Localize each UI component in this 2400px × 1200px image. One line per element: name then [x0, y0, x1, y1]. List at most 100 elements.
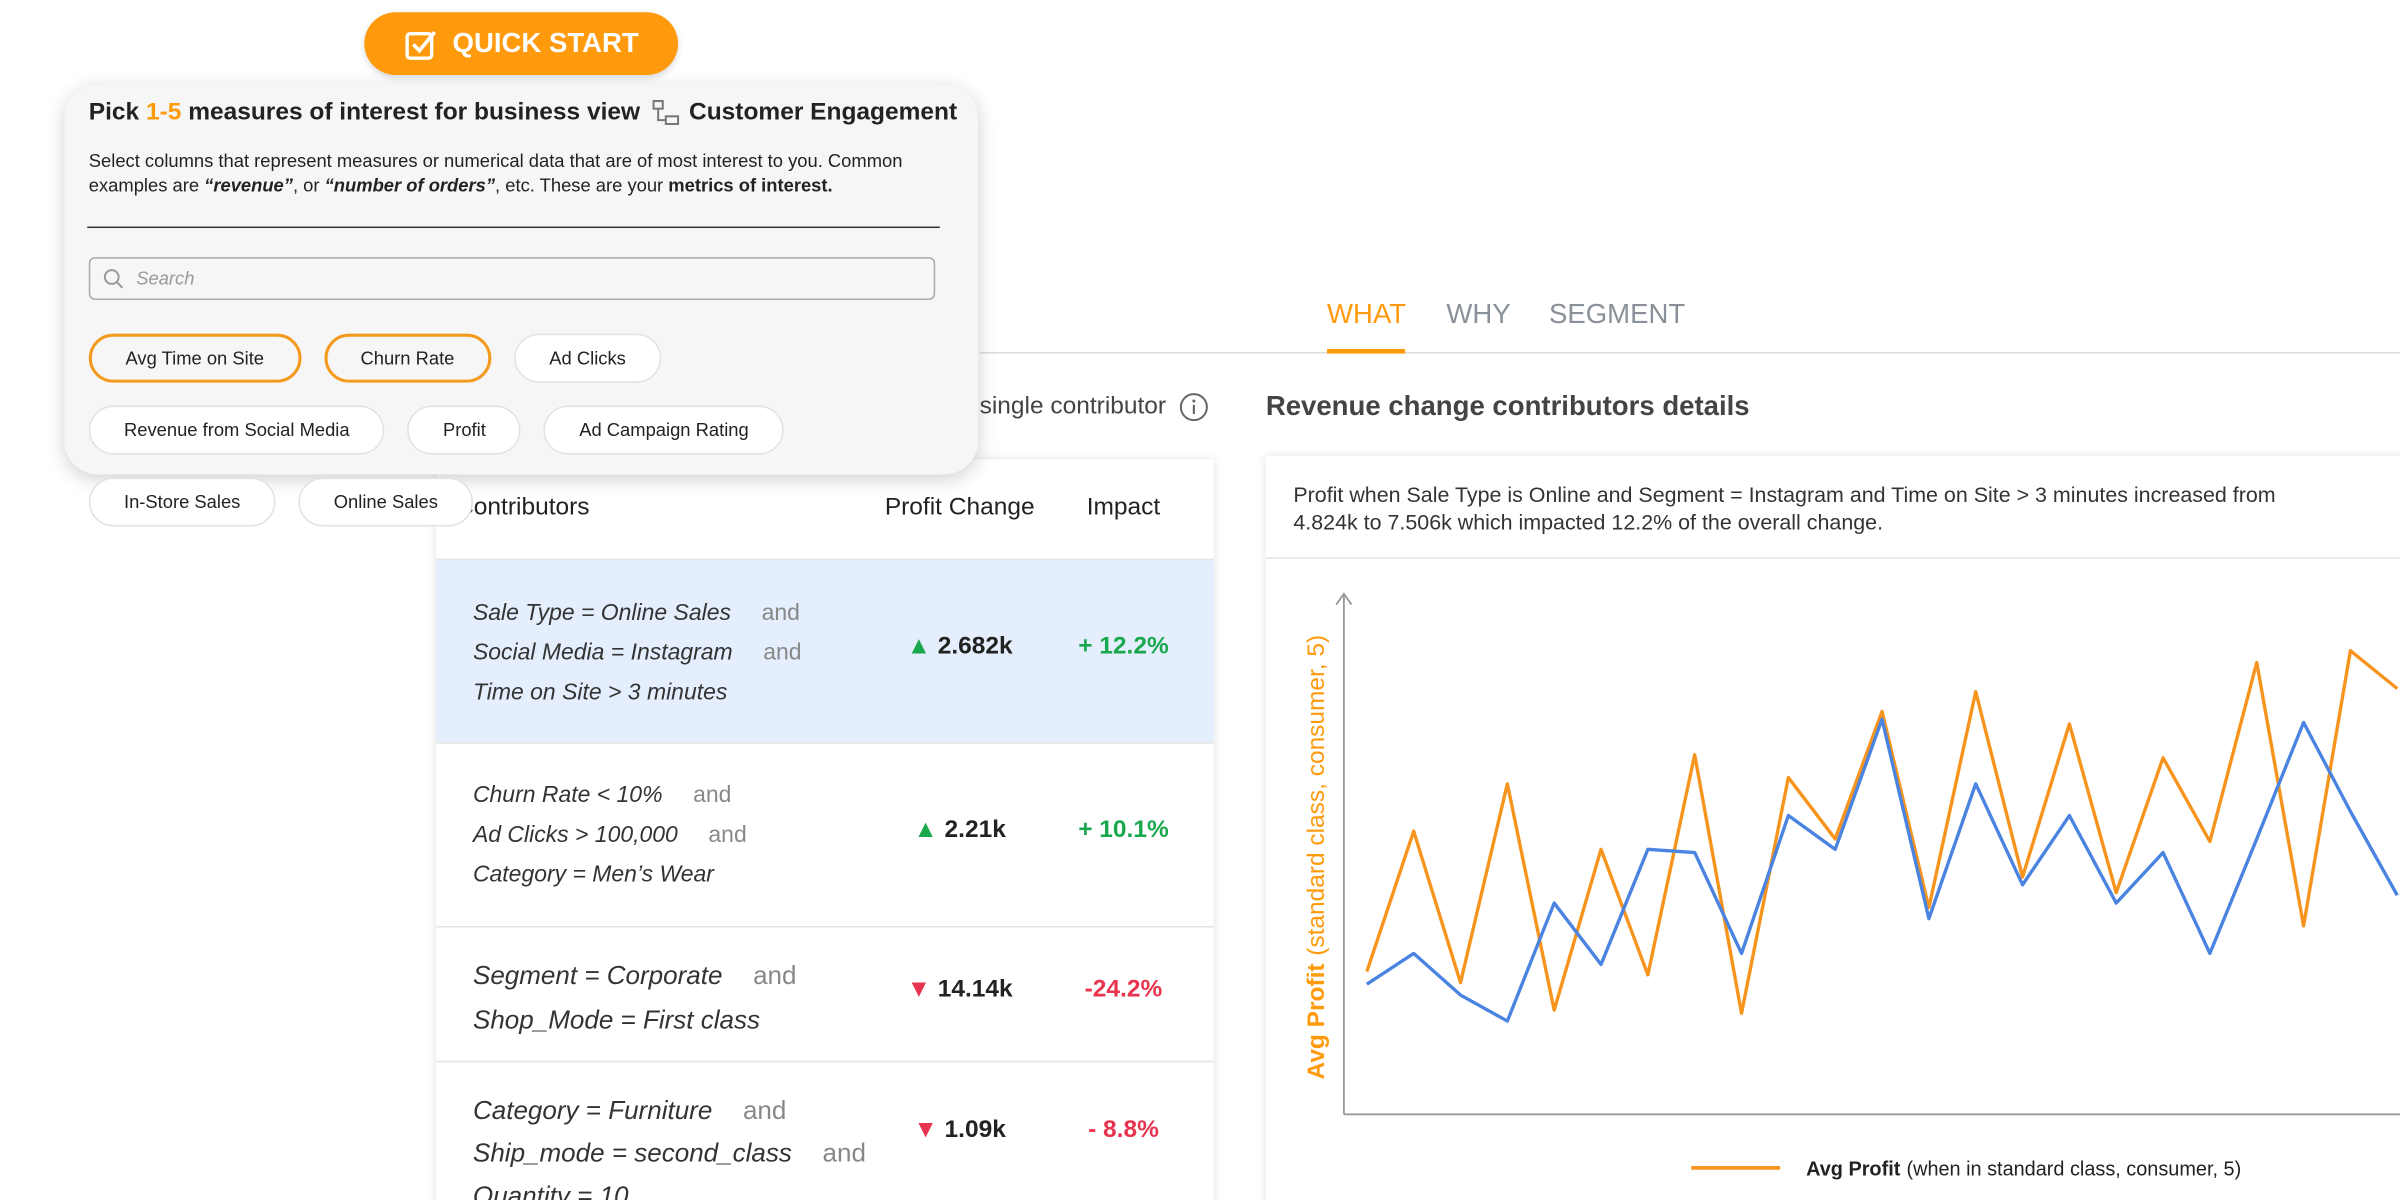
y-label-strong: Avg Profit	[1303, 963, 1330, 1079]
condition: Ad Clicks > 100,000	[472, 821, 678, 848]
condition: Quantity = 10	[472, 1181, 629, 1200]
tab[interactable]: WHY	[1446, 298, 1511, 330]
divider	[87, 226, 940, 229]
measure-chip[interactable]: Churn Rate	[323, 333, 492, 383]
desc-example: “revenue”	[204, 174, 293, 196]
active-tab-underline	[1327, 348, 1406, 354]
contributor-row[interactable]: Category = Furniture and Ship_mode = secon…	[436, 1060, 1214, 1200]
measure-chip[interactable]: Revenue from Social Media	[88, 405, 385, 455]
legend: Avg Profit (when in standard class, consu…	[1691, 1159, 2241, 1181]
condition-line: Social Media = Instagram and	[473, 634, 802, 674]
desc-strong: metrics of interest.	[668, 174, 833, 196]
title-text: Pick	[88, 99, 140, 126]
tab[interactable]: SEGMENT	[1548, 298, 1686, 330]
contributor-row[interactable]: Churn Rate < 10% and Ad Clicks > 100,000 an…	[436, 742, 1214, 927]
quick-start-button[interactable]: QUICK START	[364, 12, 679, 75]
measure-chips: Avg Time on Site Churn Rate Ad Clicks Reven…	[88, 333, 961, 527]
legend-detail: (when in standard class, consumer, 5)	[1906, 1159, 2241, 1181]
change-value: 14.14k	[937, 976, 1013, 1003]
measures-popup: Pick 1-5 measures of interest for busine…	[64, 84, 979, 527]
connector: and	[761, 599, 800, 627]
profit-change: ▲ 2.21k	[860, 817, 1059, 845]
search-placeholder: Search	[136, 267, 195, 290]
condition: Time on Site > 3 minutes	[472, 679, 728, 706]
measure-chip[interactable]: Profit	[407, 405, 522, 455]
conditions: Category = Furniture and Ship_mode = secon…	[473, 1090, 866, 1200]
measure-chip[interactable]: Online Sales	[298, 477, 474, 527]
impact: + 10.1%	[1078, 817, 1169, 844]
contributor-row[interactable]: Sale Type = Online Sales and Social Media …	[436, 558, 1214, 743]
measure-chip[interactable]: In-Store Sales	[88, 477, 276, 527]
profit-change: ▼ 1.09k	[860, 1117, 1059, 1145]
condition: Shop_Mode = First class	[472, 1005, 761, 1035]
contributors-table: Contributors Profit Change Impact Sale T…	[436, 459, 1214, 1200]
business-view: Customer Engagement	[689, 99, 958, 126]
desc-text: Select columns that represent measures o…	[88, 149, 903, 196]
condition: Churn Rate < 10%	[472, 782, 663, 809]
line-chart: Avg Profit(standard class, consumer, 5) …	[1303, 592, 2400, 1181]
legend-name: Avg Profit	[1806, 1159, 1901, 1181]
measure-chip[interactable]: Ad Clicks	[514, 333, 662, 383]
title-range: 1-5	[145, 99, 182, 126]
condition-line: Time on Site > 3 minutes	[473, 673, 802, 713]
divider	[1265, 557, 2400, 559]
condition: Ship_mode = second_class	[472, 1138, 792, 1168]
change-value: 1.09k	[944, 1117, 1006, 1144]
contributor-row[interactable]: Segment = Corporate and Shop_Mode = First …	[436, 926, 1214, 1061]
desc-text: , or	[292, 174, 325, 196]
popup-description: Select columns that represent measures o…	[89, 148, 916, 197]
condition-line: Segment = Corporate and	[473, 954, 797, 998]
legend-entry: Avg Profit (when in standard class, consu…	[1806, 1159, 2241, 1181]
condition-line: Sale Type = Online Sales and	[473, 594, 802, 634]
condition: Category = Men’s Wear	[472, 861, 714, 888]
trend-arrow: ▼	[913, 1117, 945, 1144]
search-box[interactable]: Search	[88, 257, 936, 300]
series-line	[1365, 717, 2399, 1023]
details-title: Revenue change contributors details	[1265, 390, 1750, 421]
condition: Category = Furniture	[472, 1095, 713, 1125]
condition-line: Category = Men’s Wear	[473, 856, 747, 896]
heading-text: single contributor	[979, 393, 1167, 420]
y-axis-arrow	[1335, 592, 1353, 606]
conditions: Churn Rate < 10% and Ad Clicks > 100,000 an…	[473, 776, 747, 895]
change-value: 2.682k	[937, 633, 1013, 660]
section-heading: single contributor	[980, 392, 1209, 423]
condition-line: Ship_mode = second_class and	[473, 1133, 866, 1176]
measure-chip[interactable]: Avg Time on Site	[88, 333, 301, 383]
tab[interactable]: WHAT	[1327, 298, 1407, 330]
search-icon	[103, 269, 124, 289]
quick-start-label: QUICK START	[452, 27, 639, 59]
impact: -24.2%	[1084, 976, 1163, 1003]
trend-arrow: ▼	[906, 976, 938, 1003]
condition: Segment = Corporate	[472, 961, 723, 991]
connector: and	[708, 821, 747, 848]
trend-arrow: ▲	[913, 817, 945, 844]
condition-line: Ad Clicks > 100,000 and	[473, 816, 747, 856]
measure-chip[interactable]: Ad Campaign Rating	[544, 405, 784, 455]
details-text: Profit when Sale Type is Online and Segm…	[1293, 482, 2276, 535]
popup-title: Pick 1-5 measures of interest for busine…	[89, 99, 957, 127]
y-label-detail: (standard class, consumer, 5)	[1303, 635, 1330, 956]
tab-divider	[979, 352, 2400, 354]
conditions: Segment = Corporate and Shop_Mode = First …	[473, 954, 797, 1043]
info-icon[interactable]	[1178, 392, 1209, 423]
connector: and	[693, 782, 732, 809]
column-header: Contributors	[456, 494, 590, 521]
condition-line: Shop_Mode = First class	[473, 998, 797, 1042]
view-icon	[652, 100, 680, 125]
impact: - 8.8%	[1088, 1117, 1159, 1144]
condition-line: Quantity = 10	[473, 1176, 866, 1200]
y-axis-label: Avg Profit (standard class, consumer, 5)	[1303, 635, 1330, 1080]
desc-example: “number of orders”	[324, 174, 496, 196]
change-value: 2.21k	[944, 817, 1006, 844]
check-icon	[404, 30, 436, 60]
connector: and	[822, 1138, 866, 1168]
connector: and	[763, 639, 802, 666]
connector: and	[753, 961, 797, 991]
connector: and	[742, 1095, 787, 1125]
details-card: Profit when Sale Type is Online and Segm…	[1265, 456, 2400, 1200]
column-header: Profit Change	[884, 494, 1035, 521]
trend-arrow: ▲	[906, 633, 938, 660]
condition: Social Media = Instagram	[472, 639, 733, 666]
